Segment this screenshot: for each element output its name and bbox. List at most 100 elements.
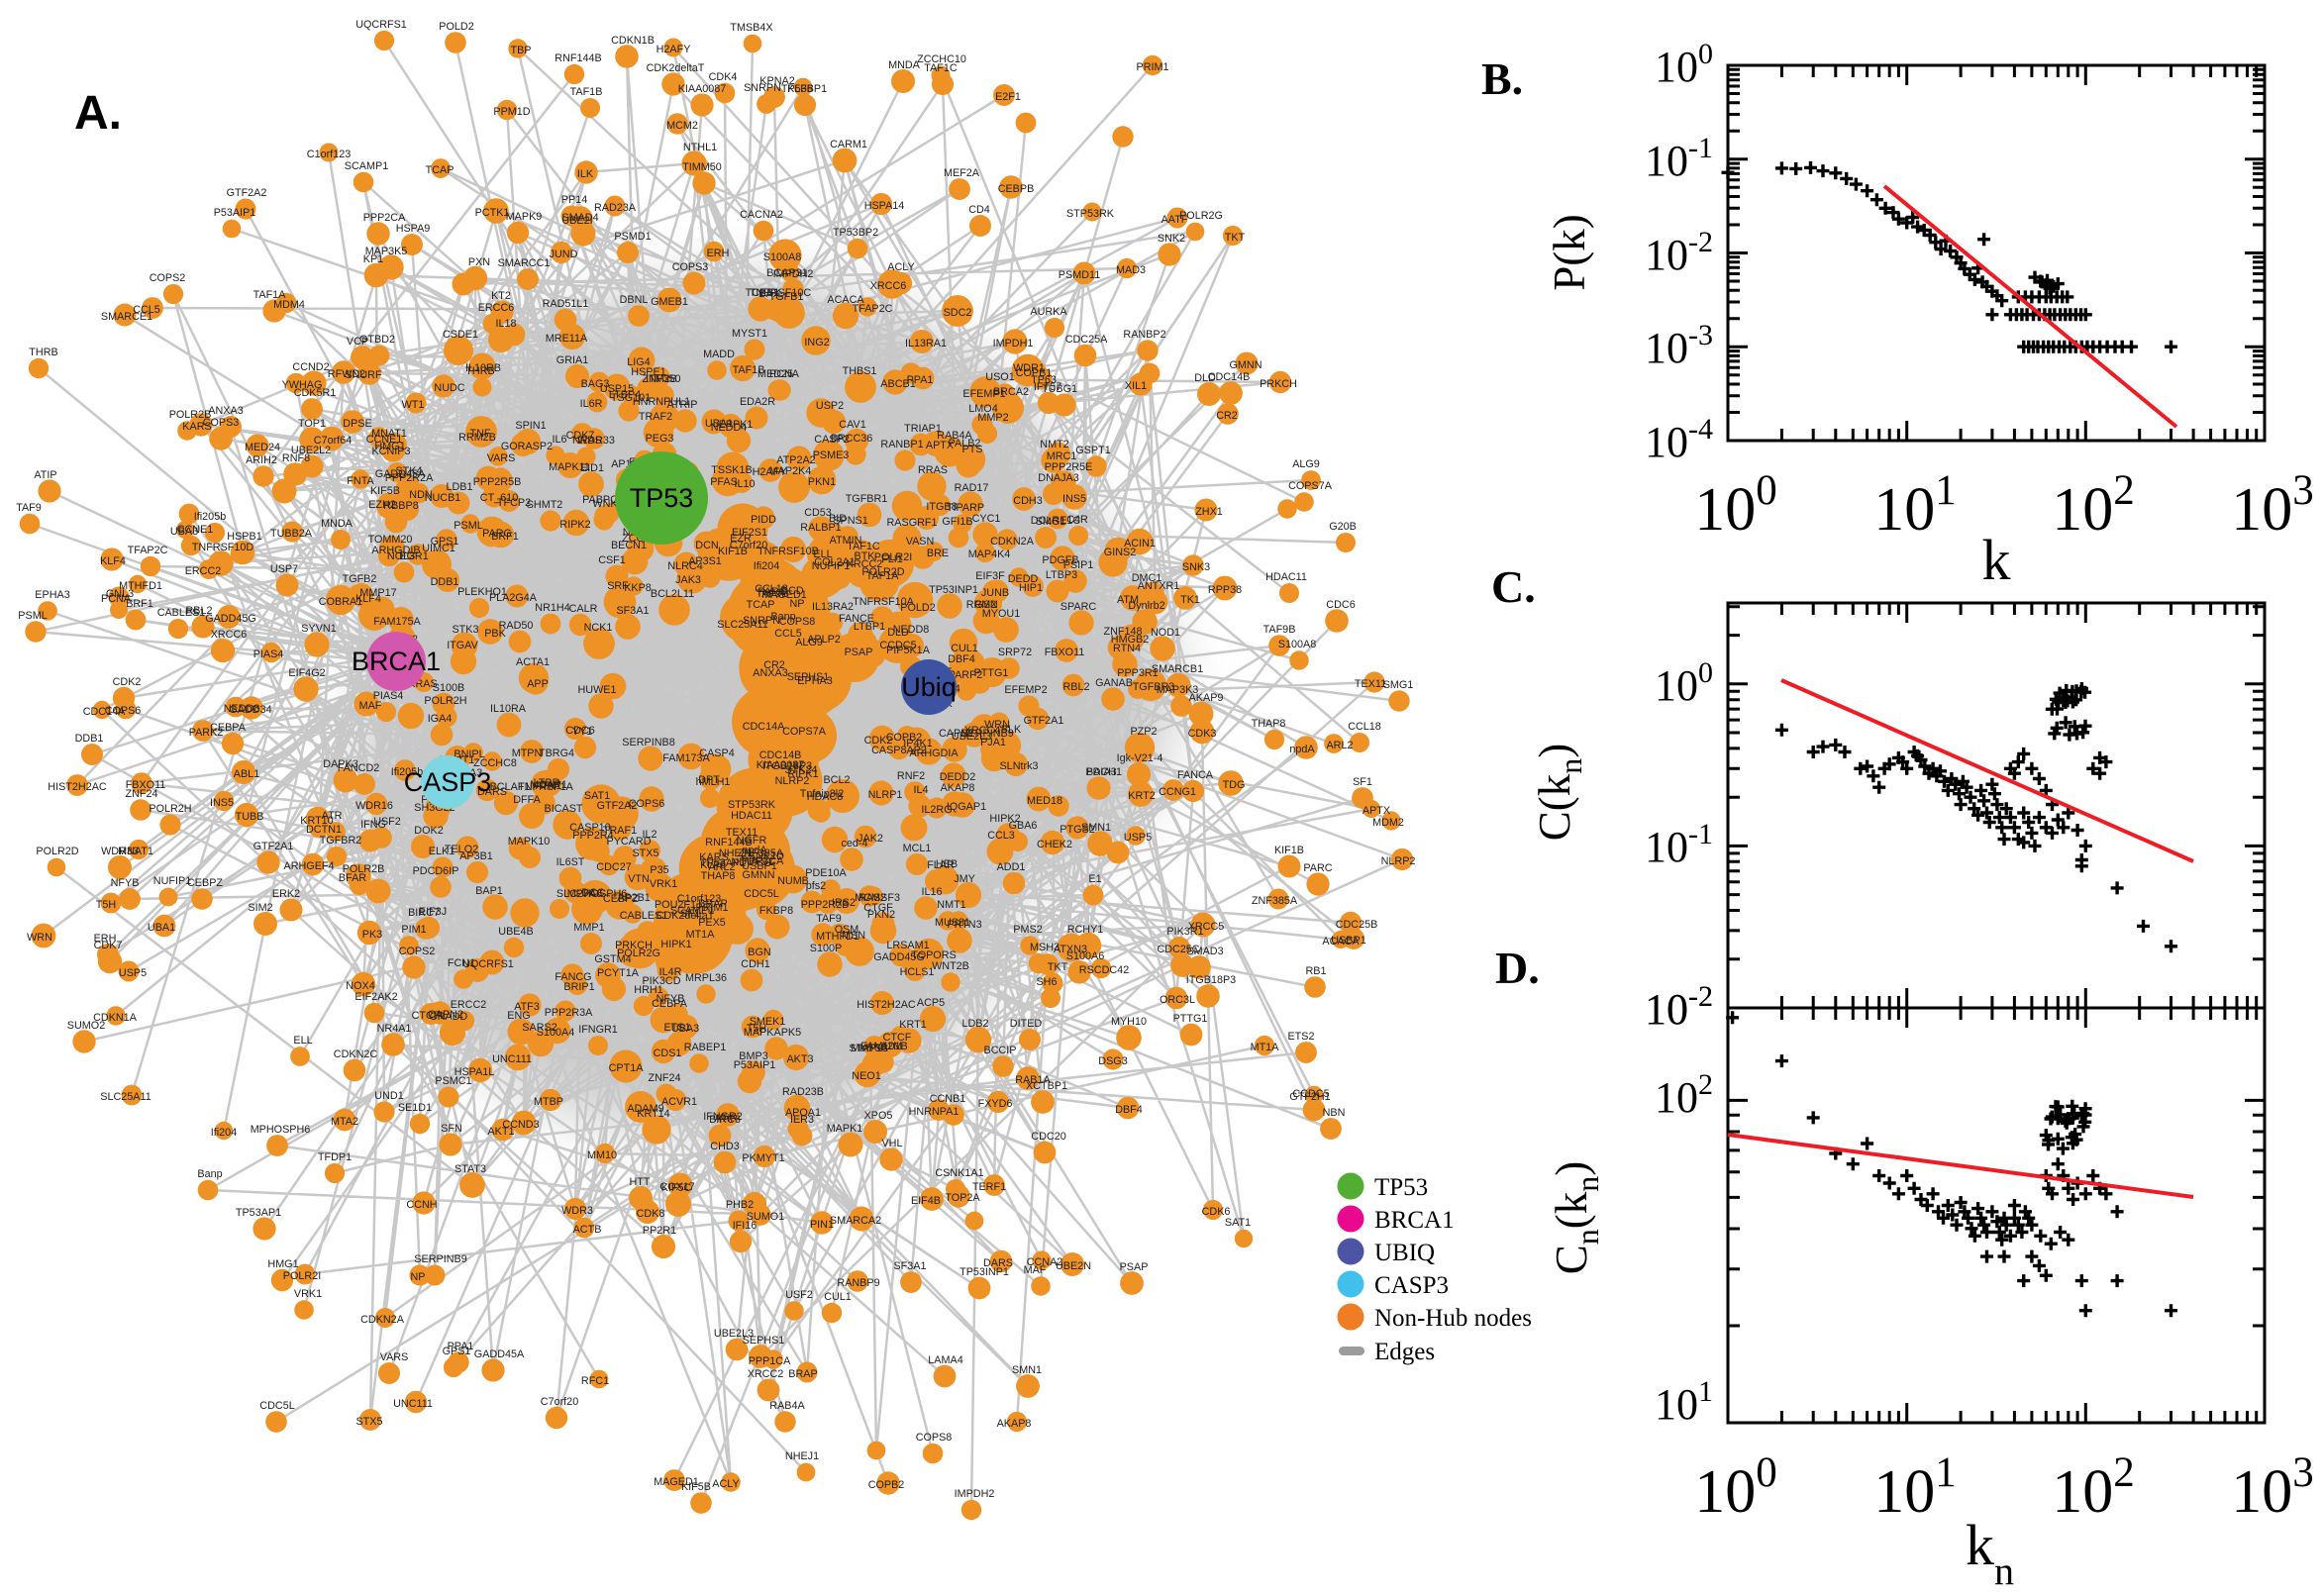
svg-text:PSML: PSML	[18, 610, 47, 622]
svg-text:CD53: CD53	[804, 507, 832, 519]
svg-text:Edges: Edges	[1374, 1339, 1435, 1365]
svg-text:npdA: npdA	[742, 845, 767, 856]
svg-text:DDB1: DDB1	[431, 576, 459, 588]
svg-text:WT1: WT1	[402, 399, 425, 411]
svg-text:100: 100	[1655, 38, 1713, 91]
svg-text:ATP2A2: ATP2A2	[776, 454, 815, 466]
svg-text:C4R: C4R	[1066, 514, 1088, 526]
svg-text:DCD: DCD	[780, 585, 804, 597]
svg-text:ELL: ELL	[293, 1035, 312, 1047]
svg-text:AATF: AATF	[1162, 214, 1188, 226]
svg-text:DNAJA3: DNAJA3	[1038, 472, 1078, 484]
svg-text:TRIAP1: TRIAP1	[904, 423, 942, 435]
svg-text:SE1D1: SE1D1	[398, 1102, 432, 1114]
svg-text:BRAP: BRAP	[788, 1368, 817, 1380]
svg-text:CUL1: CUL1	[824, 1291, 852, 1303]
svg-text:XRCC6: XRCC6	[870, 280, 907, 292]
svg-text:10-4: 10-4	[1645, 413, 1713, 466]
svg-text:CABLES1: CABLES1	[157, 607, 206, 619]
svg-text:JAK2: JAK2	[858, 833, 883, 845]
svg-text:EGR1: EGR1	[399, 550, 428, 562]
svg-text:EPHA3: EPHA3	[797, 675, 832, 687]
svg-text:PPP2R2B: PPP2R2B	[801, 899, 850, 911]
svg-text:BRE: BRE	[927, 548, 949, 559]
svg-text:EPHA3: EPHA3	[35, 589, 69, 601]
svg-text:UBA1: UBA1	[148, 922, 175, 934]
svg-text:CT_610: CT_610	[480, 492, 518, 504]
svg-text:JAK3: JAK3	[675, 574, 701, 586]
svg-text:P53AIP1: P53AIP1	[214, 207, 256, 219]
svg-text:TFDP1: TFDP1	[318, 1151, 352, 1163]
svg-text:C1orf123: C1orf123	[677, 893, 721, 905]
svg-text:KIF5C: KIF5C	[661, 1182, 692, 1194]
svg-text:ATF3: ATF3	[514, 1001, 540, 1013]
svg-text:IL2RG: IL2RG	[921, 804, 952, 816]
svg-text:PSMD11: PSMD11	[1059, 269, 1100, 281]
svg-text:STAT3: STAT3	[454, 1163, 486, 1175]
svg-text:EDA2R: EDA2R	[740, 396, 775, 408]
svg-text:TCAP: TCAP	[747, 599, 775, 611]
svg-text:KLF6: KLF6	[700, 859, 726, 871]
svg-text:IFI16: IFI16	[733, 1220, 758, 1232]
svg-text:ATN1: ATN1	[536, 780, 562, 792]
svg-text:100: 100	[1655, 656, 1713, 710]
svg-text:SCAMP1: SCAMP1	[345, 160, 388, 172]
svg-text:KIAA0087: KIAA0087	[757, 759, 805, 771]
svg-text:XRCC6: XRCC6	[211, 629, 248, 641]
svg-text:PXN: PXN	[468, 256, 490, 268]
svg-text:SFN: SFN	[441, 1123, 462, 1135]
svg-text:CALR: CALR	[569, 603, 598, 615]
svg-text:CDC14A: CDC14A	[83, 706, 126, 718]
svg-text:MAPKAPK5: MAPKAPK5	[744, 1027, 801, 1039]
svg-text:MMP17: MMP17	[359, 587, 396, 599]
svg-text:SRP72: SRP72	[998, 647, 1032, 658]
svg-text:VHL: VHL	[881, 1138, 902, 1149]
svg-text:NDN: NDN	[409, 489, 432, 501]
svg-text:PSML: PSML	[454, 520, 482, 532]
svg-text:CDK2deltaT: CDK2deltaT	[647, 62, 705, 74]
svg-text:CCNA2: CCNA2	[1027, 1256, 1063, 1268]
svg-text:BAG3: BAG3	[581, 378, 610, 390]
svg-text:SAT1: SAT1	[584, 790, 610, 802]
svg-text:KRT10: KRT10	[300, 815, 333, 827]
svg-text:Igk-V21-4: Igk-V21-4	[1117, 752, 1163, 764]
svg-text:NEDD8: NEDD8	[224, 703, 260, 715]
svg-text:VRK1: VRK1	[294, 1288, 322, 1300]
svg-text:LMO4: LMO4	[968, 403, 997, 415]
svg-text:RBL2: RBL2	[185, 605, 212, 617]
svg-text:RNF144B: RNF144B	[555, 52, 601, 64]
svg-text:RASSF3: RASSF3	[858, 892, 900, 904]
svg-text:SPARC: SPARC	[1060, 601, 1097, 613]
svg-text:PMS2: PMS2	[1013, 924, 1042, 936]
svg-text:IER3: IER3	[790, 1114, 814, 1126]
svg-text:APP: APP	[527, 678, 549, 690]
svg-text:ADD1: ADD1	[997, 861, 1026, 873]
svg-text:SUMO2: SUMO2	[67, 1020, 105, 1032]
svg-text:MAP3K3: MAP3K3	[1157, 684, 1199, 696]
svg-text:C7orf64: C7orf64	[314, 435, 352, 447]
svg-text:RAB4A: RAB4A	[937, 430, 972, 442]
svg-text:SF1: SF1	[680, 908, 700, 920]
svg-text:HRH1: HRH1	[634, 984, 662, 996]
svg-text:CDC6: CDC6	[565, 725, 594, 737]
svg-text:NLRP2: NLRP2	[775, 775, 810, 787]
svg-text:COPS2: COPS2	[399, 946, 436, 957]
svg-text:MSN: MSN	[842, 930, 865, 942]
svg-text:USBP1: USBP1	[742, 860, 776, 872]
svg-text:ABCB1: ABCB1	[880, 378, 915, 390]
svg-text:IL6ST: IL6ST	[556, 856, 585, 868]
svg-text:TNFRSF10A: TNFRSF10A	[853, 596, 915, 608]
svg-text:FLI1: FLI1	[881, 553, 903, 565]
svg-text:CR2: CR2	[1216, 410, 1238, 422]
svg-text:SIM2: SIM2	[248, 902, 272, 914]
svg-text:npdA: npdA	[1289, 744, 1315, 755]
svg-text:SERPINB8: SERPINB8	[622, 737, 674, 748]
svg-text:HIST2H2AC: HIST2H2AC	[48, 781, 107, 793]
svg-text:Cn(kn): Cn(kn)	[1547, 1161, 1605, 1275]
svg-text:TAF9: TAF9	[16, 502, 42, 514]
svg-text:PSAP: PSAP	[1120, 1261, 1149, 1273]
svg-text:CDKN2A: CDKN2A	[360, 1314, 405, 1326]
svg-text:PTGS2: PTGS2	[1060, 824, 1094, 836]
svg-text:PIN1: PIN1	[810, 1219, 834, 1231]
svg-text:CHEK2: CHEK2	[1037, 839, 1072, 850]
